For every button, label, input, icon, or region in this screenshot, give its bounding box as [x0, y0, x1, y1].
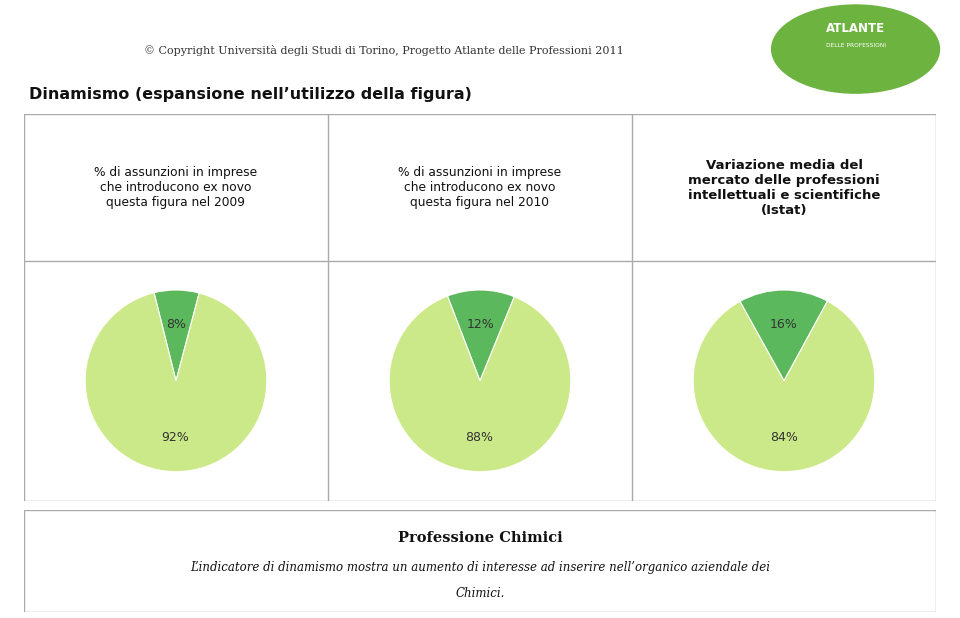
Text: Professione Chimici: Professione Chimici	[397, 531, 563, 546]
Text: 8%: 8%	[166, 318, 186, 331]
Text: % di assunzioni in imprese
che introducono ex novo
questa figura nel 2009: % di assunzioni in imprese che introduco…	[94, 166, 257, 210]
Wedge shape	[693, 301, 875, 472]
Wedge shape	[85, 293, 267, 472]
FancyBboxPatch shape	[24, 114, 936, 501]
Text: 12%: 12%	[467, 318, 494, 331]
Wedge shape	[740, 290, 828, 381]
Text: 88%: 88%	[466, 431, 493, 444]
Text: Dinamismo (espansione nell’utilizzo della figura): Dinamismo (espansione nell’utilizzo dell…	[29, 87, 471, 102]
Wedge shape	[389, 296, 571, 472]
Text: 84%: 84%	[770, 431, 798, 444]
Text: © Copyright Università degli Studi di Torino, Progetto Atlante delle Professioni: © Copyright Università degli Studi di To…	[144, 44, 624, 56]
Text: L’indicatore di dinamismo mostra un aumento di interesse ad inserire nell’organi: L’indicatore di dinamismo mostra un aume…	[190, 562, 770, 575]
Text: % di assunzioni in imprese
che introducono ex novo
questa figura nel 2010: % di assunzioni in imprese che introduco…	[398, 166, 562, 210]
Text: ATLANTE: ATLANTE	[826, 22, 885, 35]
Circle shape	[772, 5, 940, 93]
Wedge shape	[447, 290, 515, 381]
FancyBboxPatch shape	[24, 510, 936, 612]
Text: 92%: 92%	[161, 431, 189, 444]
Text: 16%: 16%	[770, 318, 798, 331]
Text: Chimici.: Chimici.	[455, 587, 505, 600]
Text: Variazione media del
mercato delle professioni
intellettuali e scientifiche
(Ist: Variazione media del mercato delle profe…	[687, 159, 880, 217]
Text: DELLE PROFESSIONI: DELLE PROFESSIONI	[826, 43, 885, 48]
Wedge shape	[154, 290, 200, 381]
